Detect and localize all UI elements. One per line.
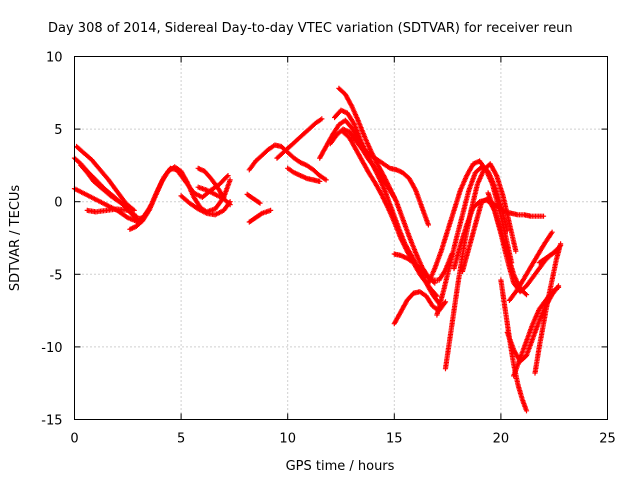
y-tick-labels: -15 -10 -5 0 5 10 (41, 51, 62, 429)
series-track-08 (178, 193, 233, 218)
series-track-17 (336, 85, 438, 286)
data-point (513, 248, 519, 254)
x-tick-label: 15 (386, 432, 403, 447)
data-point (225, 173, 231, 179)
chart-title: Day 308 of 2014, Sidereal Day-to-day VTE… (48, 21, 573, 36)
series-track-24 (434, 164, 510, 318)
data-point (133, 213, 139, 219)
x-tick-label: 10 (279, 432, 296, 447)
data-point (319, 116, 325, 122)
data-point (224, 174, 230, 180)
series-track-20 (327, 126, 397, 200)
series-track-34 (536, 242, 564, 266)
series-track-11 (246, 207, 274, 225)
data-point (557, 243, 563, 249)
data-point (549, 229, 555, 235)
data-points (71, 85, 564, 414)
series-track-31 (511, 284, 562, 379)
series-track-15 (285, 165, 323, 184)
x-tick-labels: 0 5 10 15 20 25 (70, 432, 615, 447)
data-point (523, 292, 530, 298)
data-point (256, 199, 262, 205)
series-track-01 (71, 155, 152, 222)
data-point (540, 213, 547, 219)
data-point (323, 177, 329, 183)
series-track-05 (84, 206, 139, 219)
data-point (391, 194, 397, 200)
series-track-12 (244, 191, 263, 206)
y-tick-label: 5 (54, 123, 62, 138)
data-point (442, 299, 449, 305)
x-tick-label: 20 (493, 432, 510, 447)
x-tick-label: 0 (70, 432, 78, 447)
y-tick-label: -15 (41, 414, 62, 429)
series-track-04 (78, 162, 131, 211)
x-tick-label: 5 (177, 432, 185, 447)
data-point (317, 178, 323, 184)
y-tick-label: 0 (54, 196, 62, 211)
grid-lines (74, 56, 608, 420)
data-point (523, 408, 530, 414)
y-tick-label: -5 (50, 268, 63, 283)
series-track-13 (246, 142, 329, 183)
data-point (226, 201, 232, 207)
data-point (257, 200, 263, 206)
x-tick-label: 25 (599, 432, 616, 447)
data-point (425, 222, 431, 228)
series-track-33 (532, 241, 564, 376)
data-point (268, 207, 274, 213)
x-axis-label: GPS time / hours (286, 459, 395, 474)
y-tick-label: -10 (41, 341, 62, 356)
data-point (227, 177, 233, 183)
plot-frame (74, 56, 608, 420)
series-track-14 (274, 116, 325, 161)
series-track-10 (195, 184, 233, 208)
data-point (227, 202, 233, 208)
series-track-09 (195, 165, 227, 200)
series-track-32 (506, 229, 555, 303)
data-point (522, 291, 528, 297)
y-tick-label: 10 (46, 51, 63, 66)
data-point (555, 284, 562, 290)
y-axis-label: SDTVAR / TECUs (8, 185, 23, 292)
series-track-16 (317, 117, 431, 228)
data-point (558, 242, 564, 248)
